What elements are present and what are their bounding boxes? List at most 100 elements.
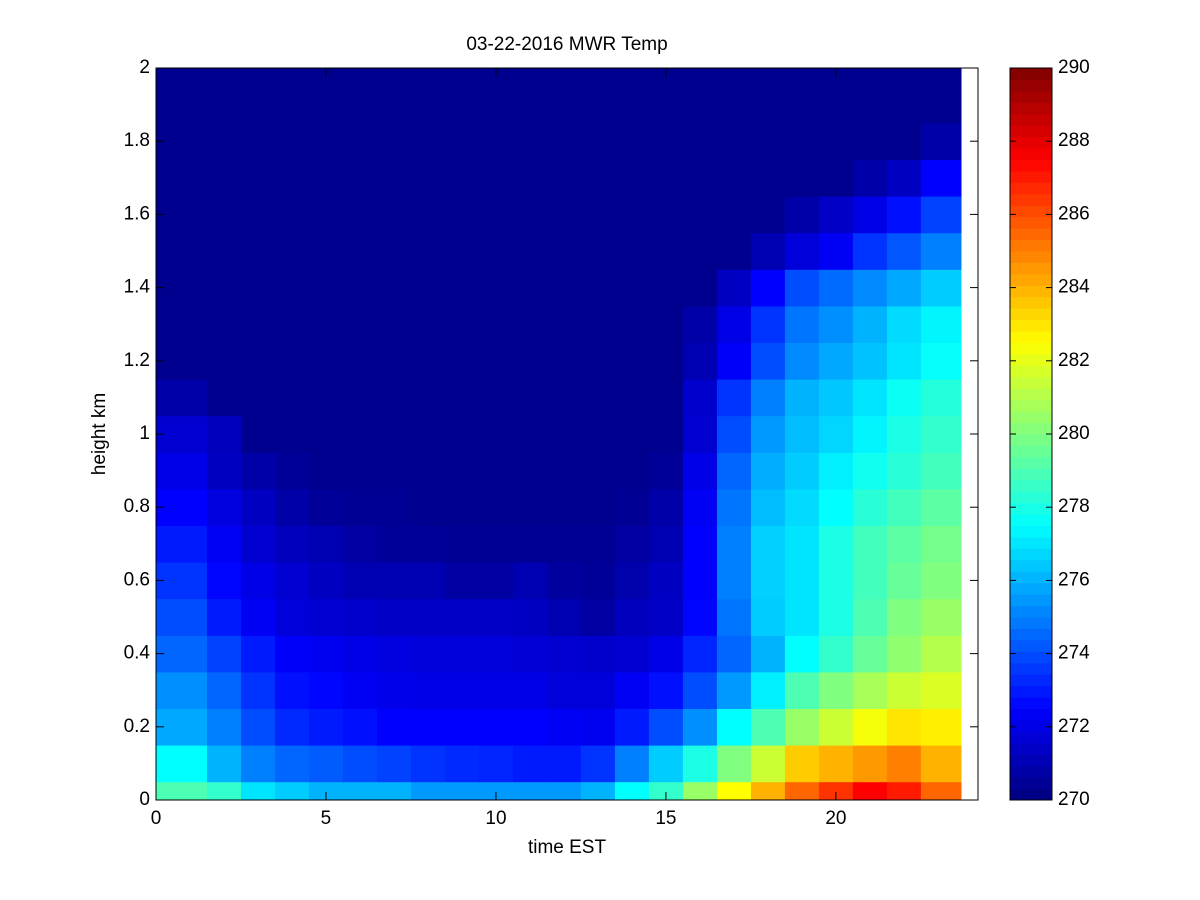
- heatmap-cell: [648, 488, 684, 526]
- heatmap-cell: [376, 159, 412, 197]
- heatmap-cell: [614, 269, 650, 307]
- colorbar-swatch: [1010, 697, 1052, 709]
- heatmap-cell: [580, 305, 616, 343]
- colorbar-swatch: [1010, 571, 1052, 584]
- y-axis-label: height km: [89, 393, 110, 475]
- heatmap-cell: [274, 525, 310, 563]
- heatmap-cell: [682, 415, 718, 453]
- heatmap-cell: [750, 488, 786, 526]
- heatmap-cell: [512, 86, 548, 124]
- heatmap-cell: [580, 269, 616, 307]
- heatmap-cell: [614, 342, 650, 380]
- heatmap-cell: [546, 708, 582, 746]
- heatmap-cell: [478, 86, 514, 124]
- heatmap-cell: [546, 196, 582, 234]
- heatmap-cell: [886, 86, 922, 124]
- heatmap-cell: [274, 159, 310, 197]
- heatmap-cell: [512, 525, 548, 563]
- heatmap-cell: [274, 415, 310, 453]
- colorbar-swatch: [1010, 594, 1052, 607]
- heatmap-cell: [580, 671, 616, 709]
- heatmap-cell: [682, 342, 718, 380]
- heatmap-cell: [580, 745, 616, 783]
- heatmap-cell: [444, 525, 480, 563]
- heatmap-cell: [784, 745, 820, 783]
- heatmap-cell: [308, 269, 344, 307]
- heatmap-cell: [376, 488, 412, 526]
- colorbar-tick-label: 288: [1058, 130, 1090, 151]
- heatmap-cell: [580, 122, 616, 160]
- heatmap-cell: [784, 781, 820, 801]
- heatmap-cell: [818, 452, 854, 490]
- heatmap-cell: [648, 708, 684, 746]
- heatmap-cell: [376, 562, 412, 600]
- heatmap-cell: [750, 635, 786, 673]
- heatmap-cell: [240, 122, 276, 160]
- heatmap-cell: [308, 488, 344, 526]
- heatmap-cell: [886, 232, 922, 270]
- heatmap-cell: [240, 488, 276, 526]
- heatmap-cell: [716, 708, 752, 746]
- heatmap-cell: [512, 68, 548, 87]
- heatmap-cell: [240, 196, 276, 234]
- y-tick-label: 1.2: [124, 350, 150, 371]
- heatmap-cell: [546, 232, 582, 270]
- heatmap-cell: [342, 86, 378, 124]
- heatmap-cell: [818, 232, 854, 270]
- heatmap-cell: [784, 269, 820, 307]
- colorbar-swatch: [1010, 102, 1052, 115]
- heatmap-cell: [750, 671, 786, 709]
- heatmap-cell: [444, 452, 480, 490]
- heatmap-cell: [852, 196, 888, 234]
- heatmap-cell: [410, 598, 446, 636]
- heatmap-cell: [784, 232, 820, 270]
- colorbar-swatch: [1010, 216, 1052, 229]
- heatmap-cell: [648, 269, 684, 307]
- heatmap-cell: [750, 196, 786, 234]
- heatmap-cell: [886, 342, 922, 380]
- heatmap-cell: [648, 525, 684, 563]
- heatmap-cell: [648, 86, 684, 124]
- heatmap-cell: [648, 671, 684, 709]
- colorbar-swatch: [1010, 205, 1052, 218]
- heatmap-cell: [342, 781, 378, 801]
- heatmap-cell: [580, 635, 616, 673]
- heatmap-cell: [274, 745, 310, 783]
- heatmap-cell: [410, 342, 446, 380]
- heatmap-cell: [206, 525, 242, 563]
- colorbar-swatch: [1010, 617, 1052, 629]
- heatmap-cell: [342, 452, 378, 490]
- heatmap-cell: [410, 232, 446, 270]
- heatmap-cell: [716, 342, 752, 380]
- heatmap-cell: [852, 159, 888, 197]
- heatmap-cell: [478, 635, 514, 673]
- heatmap-cell: [648, 68, 684, 87]
- colorbar-swatch: [1010, 388, 1052, 401]
- heatmap-cell: [156, 342, 208, 380]
- heatmap-cell: [784, 86, 820, 124]
- heatmap-cell: [784, 525, 820, 563]
- heatmap-cell: [156, 379, 208, 417]
- heatmap-cell: [580, 196, 616, 234]
- heatmap-cell: [376, 86, 412, 124]
- heatmap-cell: [206, 562, 242, 600]
- colorbar-swatch: [1010, 742, 1052, 755]
- heatmap-cell: [410, 488, 446, 526]
- colorbar-swatch: [1010, 639, 1052, 652]
- heatmap-cell: [818, 635, 854, 673]
- heatmap-cell: [682, 781, 718, 801]
- heatmap-cell: [342, 232, 378, 270]
- colorbar-swatch: [1010, 445, 1052, 458]
- heatmap-cell: [478, 196, 514, 234]
- heatmap-cell: [444, 379, 480, 417]
- heatmap-cell: [750, 415, 786, 453]
- colorbar-swatch: [1010, 628, 1052, 641]
- heatmap-cell: [156, 305, 208, 343]
- colorbar-swatch: [1010, 514, 1052, 526]
- heatmap-cell: [682, 122, 718, 160]
- heatmap-cell: [614, 452, 650, 490]
- heatmap-cell: [648, 415, 684, 453]
- colorbar-swatch: [1010, 525, 1052, 538]
- heatmap-cell: [546, 305, 582, 343]
- heatmap-cell: [410, 196, 446, 234]
